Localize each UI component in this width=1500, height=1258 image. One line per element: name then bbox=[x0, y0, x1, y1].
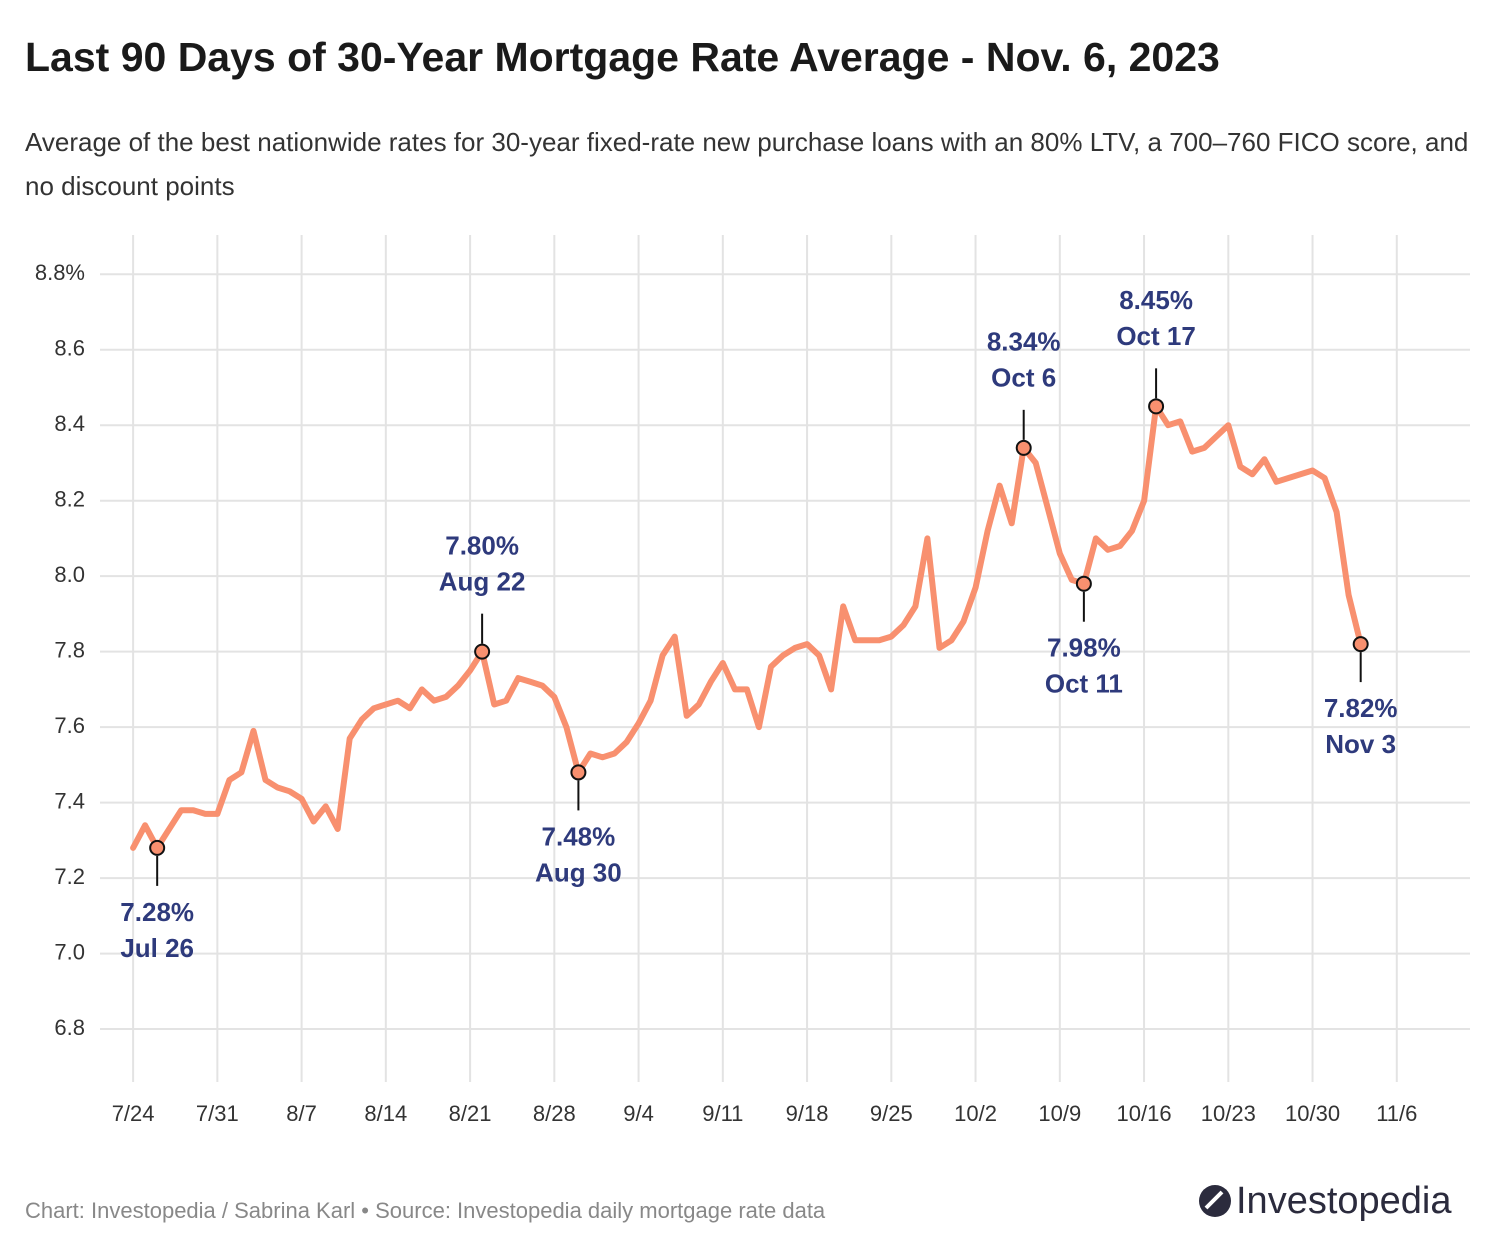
series-line bbox=[130, 403, 1364, 851]
x-tick-label: 11/6 bbox=[1376, 1101, 1417, 1126]
annotation-point bbox=[1148, 398, 1165, 415]
x-tick-label: 10/30 bbox=[1285, 1101, 1340, 1126]
annotation-date: Aug 22 bbox=[439, 567, 526, 597]
footer: Chart: Investopedia / Sabrina Karl • Sou… bbox=[25, 1198, 826, 1223]
y-tick-label: 8.2 bbox=[54, 487, 85, 512]
x-tick-label: 8/14 bbox=[364, 1101, 407, 1126]
y-tick-label: 7.2 bbox=[54, 864, 85, 889]
y-tick-label: 7.6 bbox=[54, 713, 85, 738]
annotation-point bbox=[1352, 636, 1369, 653]
x-tick-label: 10/16 bbox=[1117, 1101, 1172, 1126]
y-tick-label: 7.4 bbox=[54, 788, 85, 813]
x-tick-label: 7/31 bbox=[196, 1101, 239, 1126]
y-tick-label: 8.8% bbox=[35, 260, 85, 285]
x-tick-label: 7/24 bbox=[112, 1101, 155, 1126]
annotation-date: Oct 17 bbox=[1116, 321, 1196, 351]
x-tick-label: 9/25 bbox=[870, 1101, 913, 1126]
x-tick-label: 9/4 bbox=[623, 1101, 654, 1126]
y-tick-label: 7.0 bbox=[54, 939, 85, 964]
annotation-point bbox=[474, 643, 491, 660]
x-tick-label: 9/11 bbox=[702, 1101, 743, 1126]
annotation-label: 7.48% bbox=[542, 821, 616, 851]
logo-icon-stroke bbox=[1204, 1190, 1224, 1210]
annotation-label: 7.80% bbox=[445, 531, 519, 561]
annotation-date: Nov 3 bbox=[1325, 729, 1396, 759]
annotation-date: Aug 30 bbox=[535, 857, 622, 887]
annotation-point bbox=[1015, 439, 1032, 456]
y-tick-label: 8.6 bbox=[54, 336, 85, 361]
annotation-label: 8.45% bbox=[1119, 285, 1193, 315]
annotation-label: 8.34% bbox=[987, 327, 1061, 357]
annotation-point bbox=[1075, 575, 1092, 592]
chart-subtitle: Average of the best nationwide rates for… bbox=[25, 127, 1469, 201]
y-tick-label: 7.8 bbox=[54, 637, 85, 662]
x-tick-label: 8/28 bbox=[533, 1101, 576, 1126]
y-tick-label: 8.4 bbox=[54, 411, 85, 436]
x-tick-label: 8/21 bbox=[449, 1101, 492, 1126]
x-tick-label: 8/7 bbox=[286, 1101, 317, 1126]
annotation-label: 7.28% bbox=[120, 897, 194, 927]
x-tick-label: 10/9 bbox=[1038, 1101, 1081, 1126]
grid bbox=[100, 235, 1470, 1082]
y-tick-label: 6.8 bbox=[54, 1015, 85, 1040]
annotation-date: Oct 11 bbox=[1045, 669, 1123, 699]
annotation-point bbox=[149, 839, 166, 856]
logo: Investopedia bbox=[1236, 1180, 1452, 1222]
annotation-date: Oct 6 bbox=[991, 363, 1056, 393]
annotation-label: 7.98% bbox=[1047, 633, 1121, 663]
annotation-point bbox=[570, 764, 587, 781]
y-tick-label: 8.0 bbox=[54, 562, 85, 587]
annotation-date: Jul 26 bbox=[120, 933, 194, 963]
x-tick-label: 10/23 bbox=[1201, 1101, 1256, 1126]
chart-title: Last 90 Days of 30-Year Mortgage Rate Av… bbox=[25, 34, 1220, 80]
x-tick-label: 9/18 bbox=[786, 1101, 829, 1126]
x-tick-label: 10/2 bbox=[954, 1101, 997, 1126]
annotation-label: 7.82% bbox=[1324, 693, 1398, 723]
